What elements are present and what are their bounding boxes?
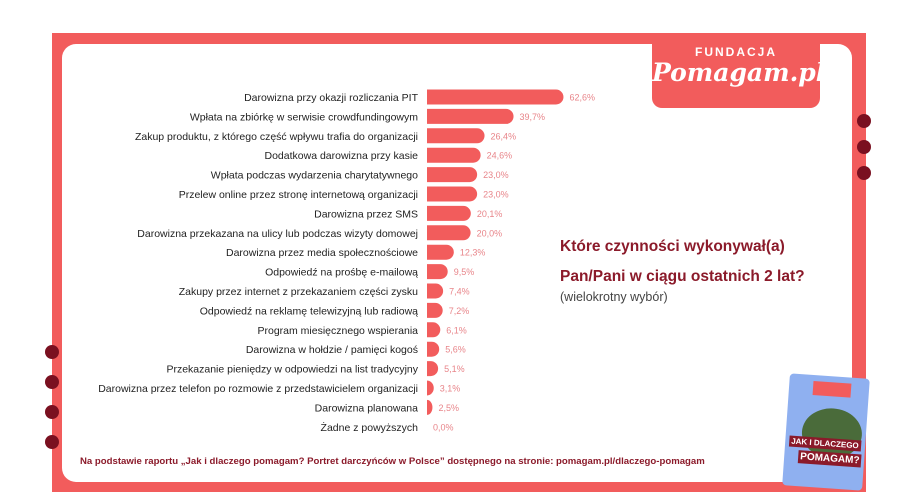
category-label: Odpowiedź na reklamę telewizyjną lub rad… [200, 305, 418, 317]
value-label: 20,1% [477, 209, 503, 219]
question-line2: Pan/Pani w ciągu ostatnich 2 lat? [560, 268, 805, 285]
bar [427, 322, 441, 338]
logo: FUNDACJA Pomagam.pl [652, 33, 826, 108]
bar [427, 167, 478, 183]
value-label: 26,4% [491, 131, 517, 141]
bar [427, 341, 440, 357]
cover-logo [812, 381, 852, 398]
bar [427, 147, 481, 163]
footer-source: Na podstawie raportu „Jak i dlaczego pom… [80, 456, 705, 467]
question-note: (wielokrotny wybór) [560, 290, 668, 304]
category-label: Wpłata podczas wydarzenia charytatywnego [211, 170, 418, 182]
bar [427, 380, 434, 396]
category-label: Darowizna planowana [315, 402, 418, 414]
bar [427, 205, 471, 221]
logo-line1: FUNDACJA [695, 45, 777, 59]
category-label: Program miesięcznego wspierania [258, 325, 419, 337]
category-label: Dodatkowa darowizna przy kasie [265, 150, 419, 162]
question: Które czynności wykonywał(a) Pan/Pani w … [560, 232, 805, 292]
value-label: 23,0% [483, 170, 509, 180]
bar [427, 89, 564, 105]
decor-dot [857, 140, 871, 154]
bar [427, 361, 439, 377]
question-line1: Które czynności wykonywał(a) [560, 238, 785, 255]
category-label: Darowizna przekazana na ulicy lub podcza… [137, 228, 418, 240]
category-label: Wpłata na zbiórkę w serwisie crowdfundin… [190, 111, 418, 123]
value-label: 20,0% [477, 228, 503, 238]
category-label: Darowizna przy okazji rozliczania PIT [244, 92, 418, 104]
decor-dot [857, 114, 871, 128]
category-label: Przelew online przez stronę internetową … [179, 189, 418, 201]
category-label: Darowizna w hołdzie / pamięci kogoś [246, 344, 418, 356]
decor-dot [45, 375, 59, 389]
category-label: Przekazanie pieniędzy w odpowiedzi na li… [166, 364, 418, 376]
category-label: Zakup produktu, z którego część wpływu t… [135, 131, 418, 143]
value-label: 5,6% [445, 345, 466, 355]
value-label: 9,5% [454, 267, 475, 277]
value-label: 6,1% [446, 325, 467, 335]
bar [427, 225, 471, 241]
value-label: 2,5% [438, 403, 459, 413]
decor-dot [45, 345, 59, 359]
category-label: Żadne z powyższych [321, 421, 419, 434]
cover-title2: POMAGAM? [797, 450, 862, 468]
bar [427, 302, 443, 318]
category-label: Darowizna przez telefon po rozmowie z pr… [98, 383, 418, 395]
category-label: Odpowiedź na prośbę e-mailową [265, 267, 418, 279]
value-label: 0,0% [433, 422, 454, 432]
category-label: Darowizna przez SMS [314, 208, 418, 220]
category-label: Zakupy przez internet z przekazaniem czę… [179, 286, 418, 298]
value-label: 12,3% [460, 248, 486, 258]
bar [427, 186, 478, 202]
decor-dot [45, 435, 59, 449]
value-label: 7,4% [449, 287, 470, 297]
value-label: 62,6% [569, 93, 595, 103]
bar [427, 108, 514, 124]
bar [427, 244, 454, 260]
decor-dot [857, 166, 871, 180]
value-label: 24,6% [487, 151, 513, 161]
decor-dot [45, 405, 59, 419]
value-label: 7,2% [449, 306, 470, 316]
report-cover-image: JAK I DLACZEGO POMAGAM? [782, 373, 870, 491]
category-label: Darowizna przez media społecznościowe [226, 247, 418, 259]
value-label: 3,1% [440, 384, 461, 394]
bar [427, 399, 433, 415]
value-label: 23,0% [483, 190, 509, 200]
value-label: 39,7% [520, 112, 546, 122]
bar [427, 283, 444, 299]
bar [427, 264, 448, 280]
value-label: 5,1% [444, 364, 465, 374]
logo-line2: Pomagam.pl [652, 58, 826, 87]
bar [427, 128, 485, 144]
